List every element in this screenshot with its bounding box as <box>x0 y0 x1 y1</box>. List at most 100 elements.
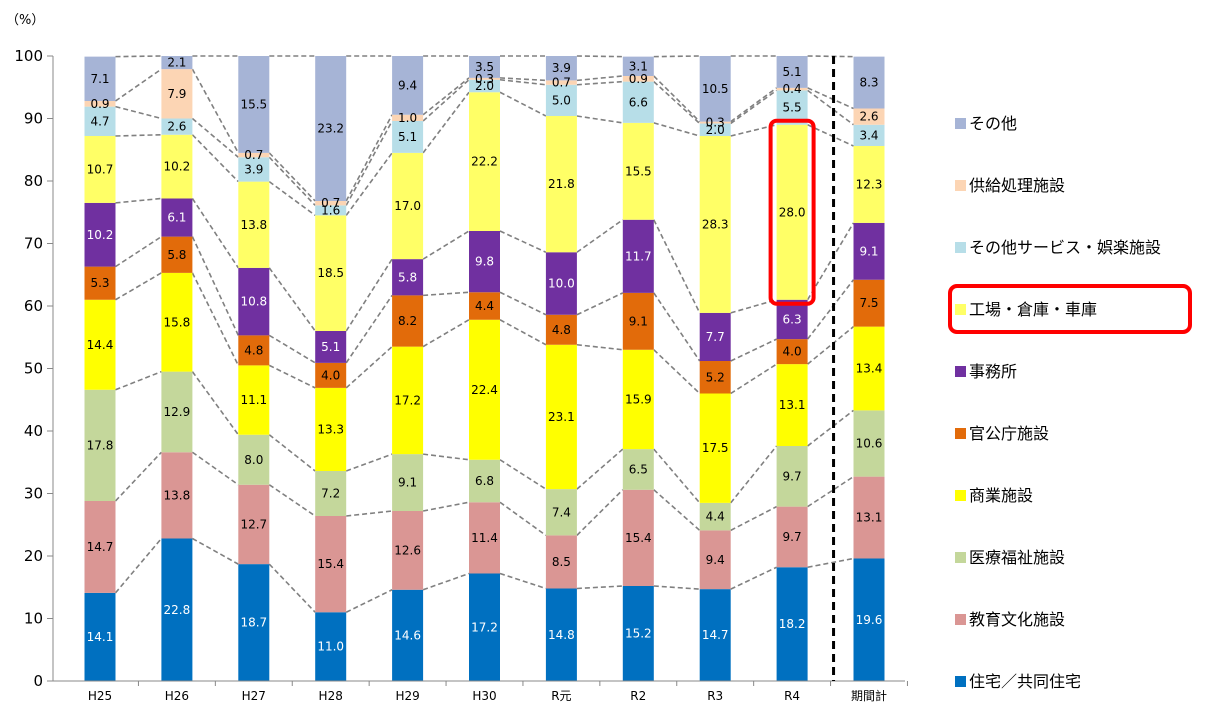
x-tick-label: H28 <box>319 689 343 703</box>
connector-line <box>423 291 470 297</box>
bar-segment <box>469 92 500 231</box>
bar-segment <box>161 56 193 70</box>
connector-line <box>653 448 701 504</box>
bar-segment <box>545 344 577 490</box>
connector-line <box>653 55 700 58</box>
bar-segment <box>84 106 116 136</box>
bar-segment <box>853 558 885 681</box>
bar-segment <box>622 449 654 490</box>
bar-segment <box>392 295 424 347</box>
connector-line <box>653 292 701 362</box>
bar-segment <box>469 292 500 320</box>
data-label: 7.2 <box>321 487 340 501</box>
bar-segment <box>238 157 270 182</box>
connector-line <box>114 451 162 502</box>
connector-line <box>807 87 854 110</box>
y-axis-unit-label: （%） <box>6 13 44 28</box>
data-label: 4.8 <box>244 343 263 357</box>
bar-segment <box>545 588 577 681</box>
data-label: 0.7 <box>552 76 571 90</box>
data-label: 10.8 <box>240 295 267 309</box>
data-label: 6.5 <box>629 462 648 476</box>
data-label: 3.5 <box>475 60 494 74</box>
data-label: 5.1 <box>783 65 802 79</box>
data-label: 10.7 <box>87 162 114 176</box>
data-label: 5.0 <box>552 93 571 107</box>
connector-line <box>345 346 393 389</box>
bar-segment <box>776 567 808 681</box>
connector-line <box>345 589 393 613</box>
data-label: 0.9 <box>629 72 648 86</box>
data-label: 3.1 <box>629 59 648 73</box>
bar-segment <box>161 452 193 539</box>
connector-line <box>191 117 239 158</box>
bar-segment <box>238 365 270 435</box>
data-label: 2.0 <box>706 123 725 137</box>
bar-segment <box>392 589 424 681</box>
bar-segment <box>699 393 731 503</box>
connector-line <box>653 81 701 125</box>
bar-segment <box>699 502 731 531</box>
connector-line <box>191 371 239 436</box>
data-label: 15.5 <box>240 97 267 111</box>
bar-segment <box>545 489 577 536</box>
connector-line <box>807 475 854 508</box>
bar-segment <box>315 516 347 613</box>
connector-line <box>807 55 854 58</box>
bar-segment <box>161 69 193 119</box>
bar-segment <box>161 134 193 199</box>
data-label: 6.8 <box>475 474 494 488</box>
bar-segment <box>238 434 270 485</box>
bar-segment <box>161 272 193 372</box>
data-label: 12.3 <box>856 177 883 191</box>
connector-line <box>576 448 624 490</box>
x-tick-label: R元 <box>551 689 571 703</box>
data-label: 4.8 <box>552 323 571 337</box>
bar-segment <box>84 389 116 501</box>
bar-segment <box>545 116 577 253</box>
data-label: 3.9 <box>244 162 263 176</box>
connector-line <box>268 563 316 613</box>
data-label: 15.2 <box>625 627 652 641</box>
data-label: 19.6 <box>856 613 883 627</box>
data-label: 11.4 <box>471 531 498 545</box>
bar-segment <box>84 202 116 267</box>
data-label: 22.2 <box>471 155 498 169</box>
connector-line <box>499 77 546 82</box>
legend-highlight-box <box>948 284 1192 334</box>
data-label: 5.1 <box>398 130 417 144</box>
connector-line <box>653 349 701 395</box>
bar-segment <box>161 118 193 135</box>
data-label: 14.8 <box>548 628 575 642</box>
bar-segment <box>84 56 116 101</box>
bar-segment <box>853 476 885 559</box>
data-label: 4.4 <box>475 299 494 313</box>
connector-line <box>730 87 778 123</box>
bar-segment <box>699 361 731 394</box>
connector-line <box>576 115 623 124</box>
bar-segment <box>622 586 654 681</box>
y-tick-label: 30 <box>24 485 43 503</box>
data-label: 13.8 <box>240 218 267 232</box>
legend-label: その他サービス・娯楽施設 <box>969 238 1161 257</box>
connector-line <box>499 319 547 346</box>
bar-segment <box>392 511 424 590</box>
bar-segment <box>315 215 347 331</box>
data-label: 11.1 <box>240 393 267 407</box>
bar-segment <box>161 371 193 453</box>
highlight-box <box>768 118 816 306</box>
data-label: 0.9 <box>90 97 109 111</box>
bar-segment <box>392 346 424 455</box>
bar-segment <box>84 501 116 593</box>
connector-line <box>730 445 778 504</box>
data-label: 8.5 <box>552 555 571 569</box>
data-label: 3.4 <box>859 128 878 142</box>
connector-line <box>499 230 547 253</box>
y-tick-label: 60 <box>24 297 43 315</box>
connector-line <box>730 566 777 590</box>
bar-segment <box>469 56 500 78</box>
legend-label: 住宅／共同住宅 <box>969 672 1081 691</box>
bar-segment <box>545 252 577 315</box>
data-label: 13.4 <box>856 362 883 376</box>
connector-line <box>653 219 701 314</box>
